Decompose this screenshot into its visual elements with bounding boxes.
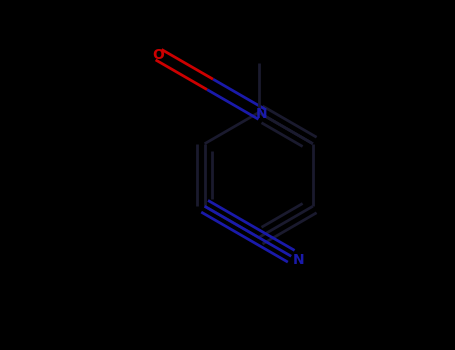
Text: N: N [256, 107, 267, 121]
Text: O: O [153, 48, 165, 62]
Text: N: N [293, 253, 304, 267]
